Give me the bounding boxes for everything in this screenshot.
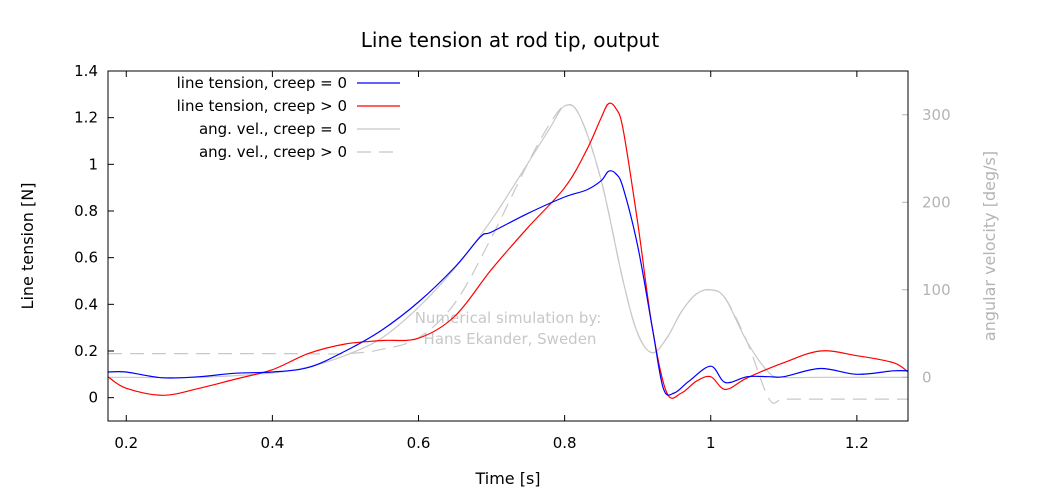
series-line-0 — [107, 170, 909, 396]
watermark: Numerical simulation by: Hans Ekander, S… — [415, 309, 602, 348]
chart-title: Line tension at rod tip, output — [361, 28, 660, 52]
y-axis-label: Line tension [N] — [18, 183, 37, 310]
legend-label-1: line tension, creep > 0 — [177, 97, 347, 115]
legend: line tension, creep = 0 line tension, cre… — [177, 74, 400, 161]
plot-frame — [107, 70, 909, 422]
watermark-line-2: Hans Ekander, Sweden — [424, 330, 597, 348]
y-tick-label-3: 0.6 — [74, 249, 98, 267]
y2-tick-label-3: 300 — [922, 106, 951, 124]
y-tick-label-2: 0.4 — [74, 295, 98, 313]
series-line-3 — [108, 104, 908, 404]
watermark-line-1: Numerical simulation by: — [415, 309, 602, 327]
legend-label-2: ang. vel., creep = 0 — [199, 120, 347, 138]
x-tick-label-0: 0.2 — [114, 434, 138, 452]
x-tick-label-3: 0.8 — [553, 434, 577, 452]
x-tick-label-4: 1 — [706, 434, 716, 452]
y-tick-label-0: 0 — [88, 389, 98, 407]
ticks-layer: 0.2 0.4 0.6 0.8 1 1.2 0 0.2 0.4 0.6 0.8 1 1.2 1.4 0 100… — [74, 62, 951, 452]
y-tick-label-1: 0.2 — [74, 342, 98, 360]
x-tick-label-5: 1.2 — [845, 434, 869, 452]
y2-tick-label-2: 200 — [922, 193, 951, 211]
series-layer — [107, 102, 909, 404]
y-tick-label-6: 1.2 — [74, 109, 98, 127]
y2-tick-label-1: 100 — [922, 281, 951, 299]
legend-label-0: line tension, creep = 0 — [177, 74, 347, 92]
legend-label-3: ang. vel., creep > 0 — [199, 143, 347, 161]
y2-tick-label-0: 0 — [922, 368, 932, 386]
x-tick-label-1: 0.4 — [260, 434, 284, 452]
x-axis-label: Time [s] — [474, 469, 540, 488]
x-tick-label-2: 0.6 — [407, 434, 431, 452]
y-tick-label-5: 1 — [88, 155, 98, 173]
series-line-1 — [107, 102, 909, 399]
y-tick-label-7: 1.4 — [74, 62, 98, 80]
y2-axis-label: angular velocity [deg/s] — [980, 151, 999, 341]
y-tick-label-4: 0.8 — [74, 202, 98, 220]
